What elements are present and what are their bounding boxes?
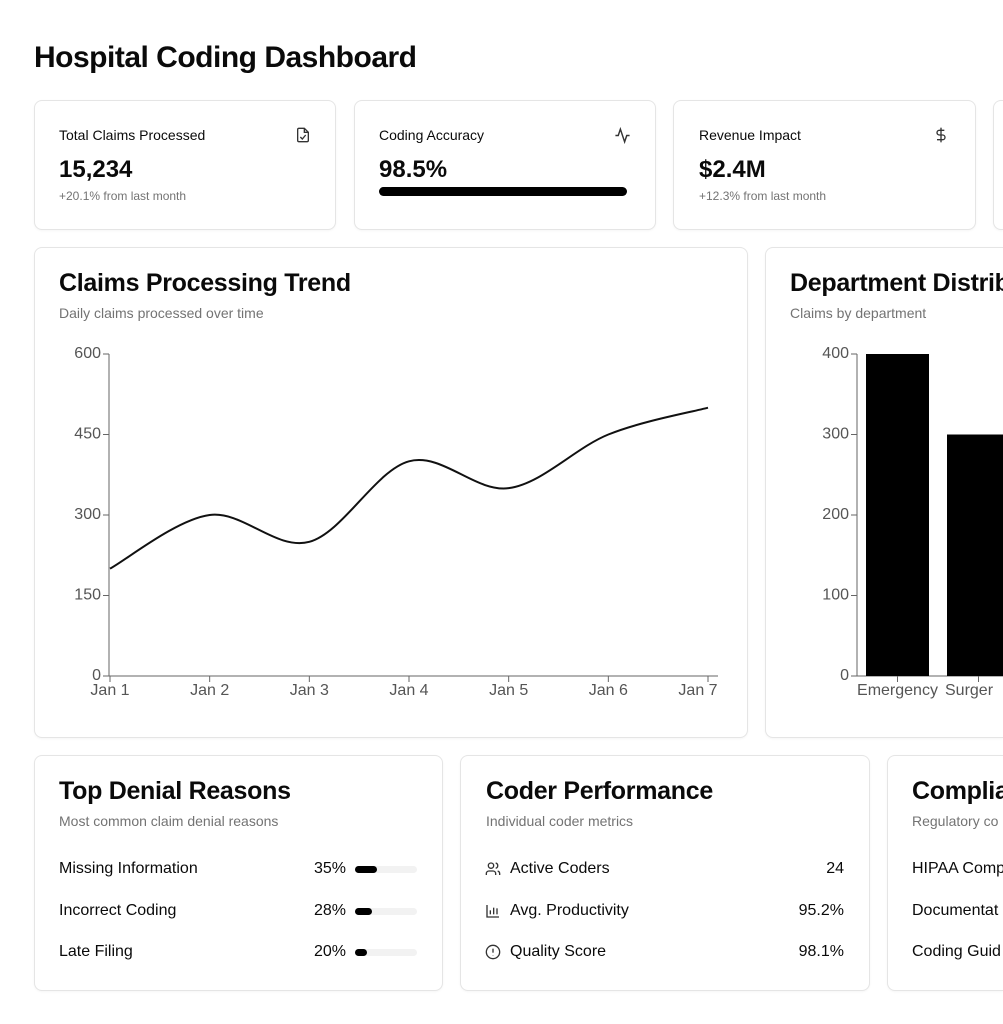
row-label: Documentat — [912, 902, 999, 919]
dollar-icon — [936, 127, 946, 143]
x-tick-label: Surger — [945, 682, 994, 699]
progress-bar — [379, 187, 628, 196]
page-title: Hospital Coding Dashboard — [34, 41, 417, 74]
x-tick-label: Jan 2 — [190, 682, 229, 699]
y-tick-label: 300 — [74, 506, 101, 523]
row-value: 35% — [313, 860, 346, 877]
y-tick-label: 0 — [92, 667, 101, 684]
coder-card — [460, 755, 870, 991]
row-label: Active Coders — [510, 860, 610, 877]
kpi-title: Total Claims Processed — [59, 127, 206, 143]
kpi-note: +12.3% from last month — [699, 189, 827, 203]
chart-icon — [486, 905, 499, 918]
x-tick-label: Jan 5 — [489, 682, 528, 699]
row-label: Missing Information — [59, 860, 198, 877]
chart-subtitle: Daily claims processed over time — [59, 305, 264, 321]
compliance-card — [887, 755, 1003, 991]
row-label: Avg. Productivity — [510, 902, 629, 919]
card-subtitle: Individual coder metrics — [486, 813, 634, 829]
kpi-card — [34, 100, 336, 230]
row-label: Late Filing — [59, 943, 133, 960]
row-value: 24 — [826, 860, 844, 877]
card-title: Coder Performance — [486, 777, 713, 805]
kpi-value: 98.5% — [379, 156, 448, 183]
card-title: Top Denial Reasons — [59, 777, 291, 805]
bar-track — [355, 948, 417, 956]
x-tick-label: Emergency — [857, 682, 938, 699]
row-value: 20% — [313, 943, 346, 960]
row-label: HIPAA Comp — [912, 860, 1003, 877]
users-icon — [485, 862, 501, 875]
x-tick-label: Jan 4 — [389, 682, 428, 699]
file-icon — [297, 127, 309, 143]
alert-icon — [485, 944, 501, 960]
bar — [355, 865, 377, 873]
kpi-value: $2.4M — [699, 156, 766, 183]
row-value: 28% — [313, 902, 346, 919]
kpi-value: 15,234 — [59, 156, 133, 183]
y-tick-label: 0 — [840, 667, 849, 684]
bar — [866, 354, 929, 676]
x-tick-label: Jan 7 — [678, 682, 717, 699]
x-tick-label: Jan 1 — [90, 682, 129, 699]
x-tick-label: Jan 6 — [589, 682, 628, 699]
kpi-note: +20.1% from last month — [59, 189, 187, 203]
row-label: Incorrect Coding — [59, 902, 177, 919]
bar-track — [355, 907, 417, 915]
kpi-title: Revenue Impact — [699, 127, 801, 143]
activity-icon — [615, 127, 630, 144]
x-tick-label: Jan 3 — [290, 682, 329, 699]
chart-subtitle: Claims by department — [790, 305, 927, 321]
y-tick-label: 100 — [822, 587, 849, 604]
y-tick-label: 450 — [74, 426, 101, 443]
y-tick-label: 150 — [74, 587, 101, 604]
chart-title: Department Distrib — [790, 269, 1003, 297]
y-tick-label: 600 — [74, 345, 101, 362]
card-subtitle: Most common claim denial reasons — [59, 813, 279, 829]
y-tick-label: 200 — [822, 506, 849, 523]
bar — [355, 948, 368, 956]
card-title: Complia — [912, 777, 1003, 805]
row-label: Coding Guid — [912, 943, 1001, 960]
row-label: Quality Score — [510, 943, 607, 960]
chart-title: Claims Processing Trend — [59, 269, 351, 297]
bar — [947, 434, 1003, 676]
row-value: 95.2% — [798, 902, 844, 919]
y-tick-label: 300 — [822, 426, 849, 443]
progress-track — [379, 187, 631, 196]
chart-card — [34, 247, 748, 738]
kpi-title: Coding Accuracy — [379, 127, 485, 143]
y-tick-label: 400 — [822, 345, 849, 362]
row-value: 98.1% — [798, 943, 844, 960]
kpi-card — [354, 100, 656, 230]
line — [109, 406, 709, 570]
kpi-card — [993, 100, 1003, 230]
card-subtitle: Regulatory co — [912, 813, 999, 829]
bar-track — [355, 865, 417, 873]
kpi-card — [673, 100, 976, 230]
bar — [355, 907, 373, 915]
